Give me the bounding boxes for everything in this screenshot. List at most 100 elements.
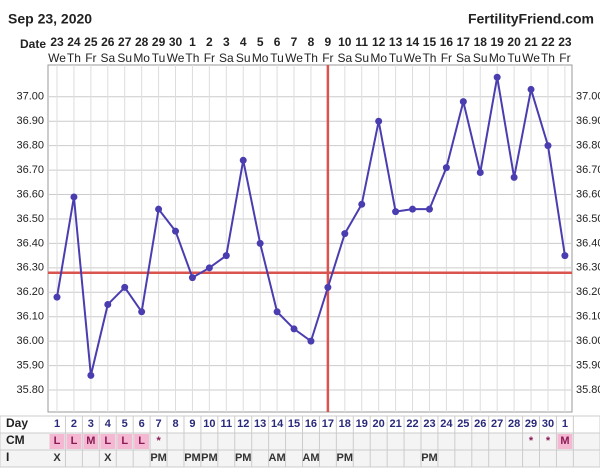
table-cell: 25 <box>457 418 469 430</box>
table-cell: X <box>53 452 61 464</box>
table-cell: 14 <box>271 418 284 430</box>
table-cell: 17 <box>322 418 334 430</box>
table-cell: PM <box>184 452 201 464</box>
y-tick-label: 36.30 <box>16 262 44 274</box>
table-cell: 6 <box>139 418 145 430</box>
weekday-label: Fr <box>85 51 96 65</box>
weekday-label: Mo <box>252 51 269 65</box>
table-cell: 16 <box>305 418 317 430</box>
table-cell: 21 <box>389 418 401 430</box>
temperature-point <box>493 73 501 81</box>
temperature-point <box>476 169 484 177</box>
site-name: FertilityFriend.com <box>468 11 594 27</box>
table-cell: PM <box>201 452 218 464</box>
table-cell: 9 <box>189 418 195 430</box>
table-cell: 11 <box>220 418 232 430</box>
table-cell: 7 <box>156 418 162 430</box>
weekday-label: Fr <box>441 51 452 65</box>
temperature-point <box>459 98 467 106</box>
cm-highlight <box>66 434 82 449</box>
date-label: 29 <box>152 35 166 49</box>
y2-tick-label: 36.80 <box>576 140 600 152</box>
date-label: 10 <box>338 35 352 49</box>
table-cell: L <box>71 435 78 447</box>
weekday-label: We <box>167 51 185 65</box>
y-tick-label: 36.70 <box>16 164 44 176</box>
y2-tick-label: 36.30 <box>576 262 600 274</box>
y2-tick-label: 35.90 <box>576 359 600 371</box>
temperature-point <box>527 85 535 93</box>
weekday-label: We <box>404 51 422 65</box>
date-label: 20 <box>507 35 521 49</box>
date-label: 2 <box>206 35 213 49</box>
table-cell: 4 <box>105 418 112 430</box>
temperature-point <box>222 252 230 260</box>
row-label: Day <box>6 416 28 430</box>
weekday-label: Tu <box>507 51 521 65</box>
date-label: 18 <box>474 35 488 49</box>
weekday-label: Sa <box>456 51 471 65</box>
y2-tick-label: 36.00 <box>576 335 600 347</box>
table-cell: 23 <box>423 418 435 430</box>
temperature-point <box>324 283 332 291</box>
temperature-point <box>172 227 180 235</box>
y2-tick-label: 37.00 <box>576 91 600 103</box>
y-tick-label: 37.00 <box>16 91 44 103</box>
table-cell: PM <box>150 452 167 464</box>
weekday-label: Mo <box>489 51 506 65</box>
date-label: 3 <box>223 35 230 49</box>
table-cell: 19 <box>356 418 368 430</box>
weekday-label: Mo <box>370 51 387 65</box>
y2-tick-label: 36.70 <box>576 164 600 176</box>
y-tick-label: 36.20 <box>16 286 44 298</box>
date-label: 17 <box>457 35 471 49</box>
weekday-label: Fr <box>204 51 215 65</box>
date-label: 5 <box>257 35 264 49</box>
date-label: 28 <box>135 35 149 49</box>
table-cell: AM <box>302 452 319 464</box>
cm-highlight <box>100 434 116 449</box>
table-cell: 29 <box>525 418 537 430</box>
table-cell: 1 <box>562 418 568 430</box>
date-label: 23 <box>558 35 572 49</box>
cm-highlight <box>557 434 573 449</box>
weekday-label: Su <box>236 51 251 65</box>
temperature-point <box>442 164 450 172</box>
table-cell: L <box>121 435 128 447</box>
table-cell: 5 <box>122 418 128 430</box>
y2-tick-label: 36.40 <box>576 237 600 249</box>
weekday-label: Tu <box>389 51 403 65</box>
plot-frame <box>47 64 573 413</box>
temperature-point <box>375 117 383 125</box>
date-label: 6 <box>274 35 281 49</box>
date-label: 12 <box>372 35 386 49</box>
temperature-point <box>307 337 315 345</box>
date-label: 9 <box>325 35 332 49</box>
date-label: 21 <box>524 35 538 49</box>
cm-highlight <box>134 434 150 449</box>
temperature-point <box>121 283 129 291</box>
date-label: 16 <box>440 35 454 49</box>
date-label: 11 <box>355 35 368 49</box>
row-label: CM <box>6 433 25 447</box>
table-cell: 10 <box>203 418 215 430</box>
y-tick-label: 36.90 <box>16 115 44 127</box>
table-cell: M <box>86 435 95 447</box>
table-cell: 1 <box>54 418 60 430</box>
weekday-label: We <box>48 51 66 65</box>
weekday-label: Sa <box>337 51 352 65</box>
table-cell: L <box>104 435 111 447</box>
weekday-label: Mo <box>133 51 150 65</box>
date-label: 19 <box>491 35 505 49</box>
table-cell: 12 <box>237 418 249 430</box>
weekday-label: We <box>522 51 540 65</box>
temperature-point <box>188 274 196 282</box>
weekday-label: Tu <box>270 51 284 65</box>
y-tick-label: 36.60 <box>16 188 44 200</box>
temperature-point <box>358 200 366 208</box>
table-cell: 27 <box>491 418 503 430</box>
table-cell: 24 <box>440 418 453 430</box>
temperature-point <box>290 325 298 333</box>
y-tick-label: 35.80 <box>16 384 44 396</box>
y-tick-label: 36.50 <box>16 213 44 225</box>
